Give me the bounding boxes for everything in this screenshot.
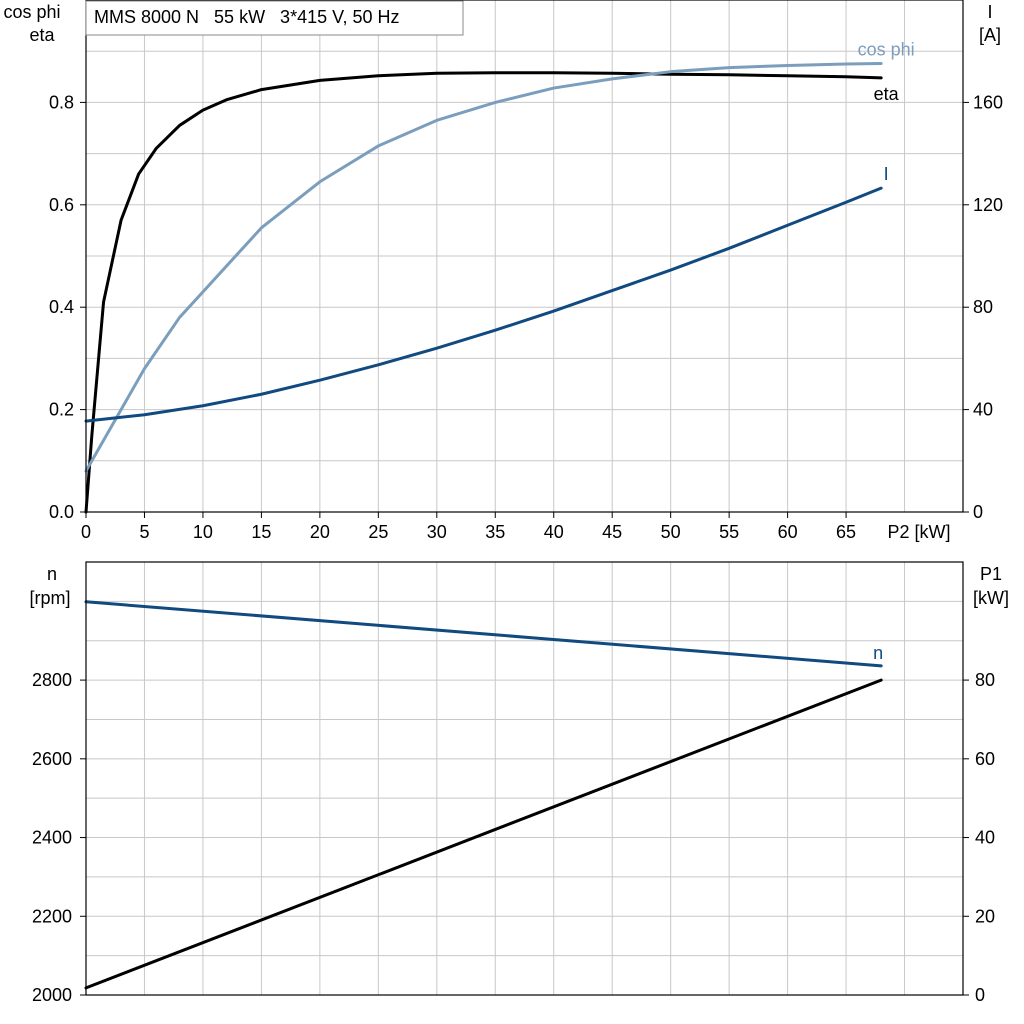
top-y-left-tick-label: 0.8 [49, 92, 74, 112]
bottom-y-left-tick-label: 2400 [32, 828, 72, 848]
top-right-axis-label-line1: I [987, 2, 992, 22]
bottom-y-ticks-left: 2000 2200 2400 2600 2800 [32, 670, 86, 1005]
top-grid [86, 0, 963, 512]
bottom-grid [86, 562, 963, 995]
top-y-left-tick-label: 0.4 [49, 297, 74, 317]
series-eta-line [84, 71, 883, 514]
top-y-ticks-left: 0.0 0.2 0.4 0.6 0.8 [49, 92, 86, 522]
bottom-series-labels: n [873, 643, 883, 663]
top-y-left-tick-label: 0.2 [49, 400, 74, 420]
bottom-chart: 2000 2200 2400 2600 2800 0 20 40 60 80 n n [rpm]… [29, 561, 1009, 1005]
top-y-ticks-right: 0 40 80 120 160 [963, 92, 1003, 522]
bottom-y-right-tick-label: 80 [975, 670, 995, 690]
bottom-series [84, 600, 883, 990]
top-x-tick-label: 25 [368, 522, 388, 542]
series-cos-phi-label: cos phi [858, 39, 915, 59]
bottom-y-right-tick-label: 40 [975, 828, 995, 848]
top-x-tick-label: 60 [778, 522, 798, 542]
top-series-labels: eta cos phi I [858, 39, 915, 184]
top-x-tick-label: 55 [719, 522, 739, 542]
top-left-axis-label-line1: cos phi [3, 2, 60, 22]
top-y-right-tick-label: 40 [973, 400, 993, 420]
top-y-right-tick-label: 0 [973, 502, 983, 522]
bottom-y-left-tick-label: 2000 [32, 985, 72, 1005]
bottom-y-right-tick-label: 0 [975, 985, 985, 1005]
bottom-left-axis-label-line1: n [47, 564, 57, 584]
top-x-tick-label: 0 [81, 522, 91, 542]
chart-title: MMS 8000 N 55 kW 3*415 V, 50 Hz [94, 7, 399, 27]
top-x-ticks: 0 5 10 15 20 25 30 35 40 45 50 55 60 65 [81, 512, 856, 542]
top-y-left-tick-label: 0.6 [49, 195, 74, 215]
top-y-right-tick-label: 160 [973, 92, 1003, 112]
top-y-right-tick-label: 120 [973, 195, 1003, 215]
bottom-y-ticks-right: 0 20 40 60 80 [963, 670, 995, 1005]
series-i-line [84, 186, 883, 423]
top-x-axis-label: P2 [kW] [887, 522, 950, 542]
series-i-label: I [884, 164, 889, 184]
top-plot-frame [85, 0, 964, 513]
top-x-tick-label: 40 [544, 522, 564, 542]
top-x-tick-label: 65 [836, 522, 856, 542]
top-series [84, 61, 883, 514]
top-x-tick-label: 20 [310, 522, 330, 542]
bottom-y-left-tick-label: 2600 [32, 749, 72, 769]
bottom-y-left-tick-label: 2200 [32, 906, 72, 926]
series-p1-line [84, 678, 883, 990]
top-chart: 0 5 10 15 20 25 30 35 40 45 50 55 60 65 0.00.20.40.60… [3, 0, 1003, 542]
bottom-right-axis-label-line1: P1 [980, 564, 1002, 584]
chart-title-box: MMS 8000 N 55 kW 3*415 V, 50 Hz [85, 0, 464, 36]
bottom-right-axis-label-line2: [kW] [973, 588, 1009, 608]
top-left-axis-label-line2: eta [29, 25, 55, 45]
top-x-tick-label: 50 [661, 522, 681, 542]
top-x-tick-label: 35 [485, 522, 505, 542]
bottom-y-right-tick-label: 60 [975, 749, 995, 769]
series-cos-phi-line [84, 61, 883, 473]
series-eta-label: eta [874, 84, 900, 104]
title-box-frame [85, 0, 464, 36]
top-x-tick-label: 30 [427, 522, 447, 542]
bottom-left-axis-label-line2: [rpm] [29, 588, 70, 608]
series-n-line [84, 600, 883, 668]
bottom-y-right-tick-label: 20 [975, 906, 995, 926]
top-x-tick-label: 45 [602, 522, 622, 542]
bottom-y-left-tick-label: 2800 [32, 670, 72, 690]
top-x-tick-label: 5 [139, 522, 149, 542]
top-y-right-tick-label: 80 [973, 297, 993, 317]
bottom-plot-frame [85, 561, 964, 996]
top-x-tick-label: 15 [251, 522, 271, 542]
top-right-axis-label-line2: [A] [979, 25, 1001, 45]
top-y-left-tick-label: 0.0 [49, 502, 74, 522]
top-x-tick-label: 10 [193, 522, 213, 542]
series-n-label: n [873, 643, 883, 663]
